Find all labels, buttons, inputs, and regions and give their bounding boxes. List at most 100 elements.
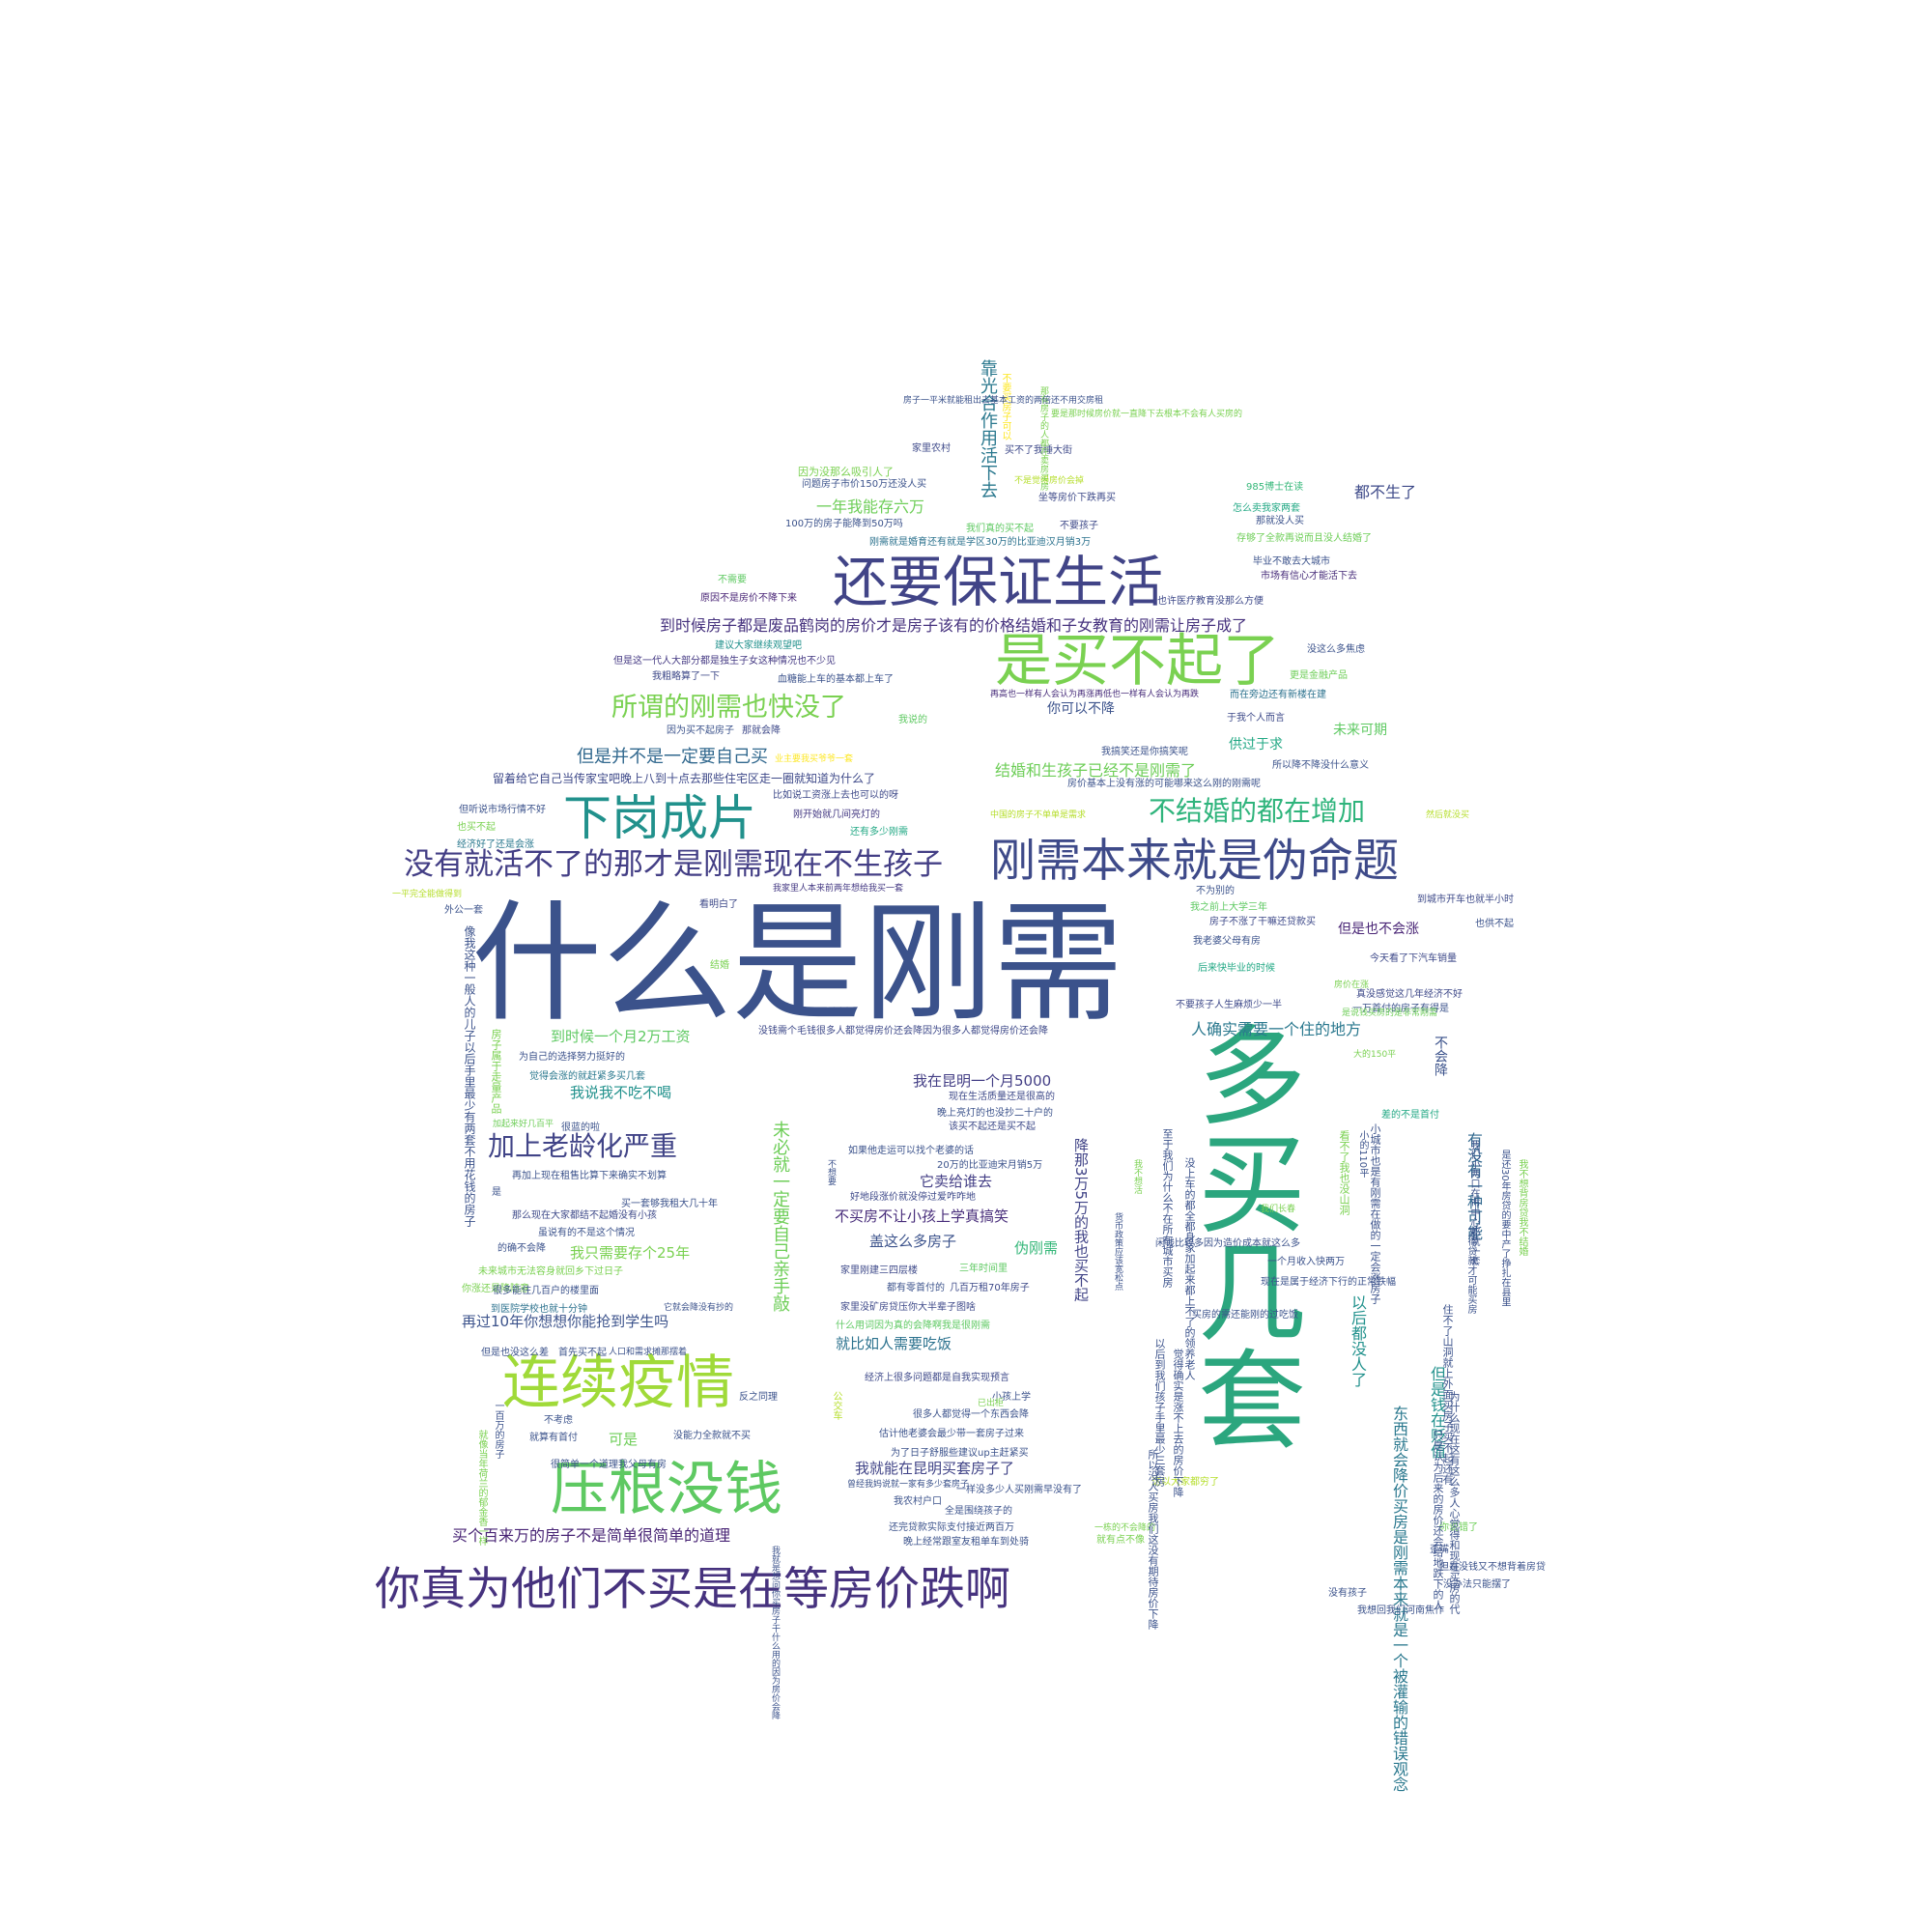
cloud-word: 人确实需要一个住的地方 — [1191, 1020, 1362, 1038]
cloud-word: 因为没那么吸引人了 — [798, 466, 894, 478]
cloud-word: 没钱需个毛钱很多人都觉得房价还会降因为很多人都觉得房价还会降 — [758, 1026, 1048, 1037]
cloud-word: 看不了我也没山洞 — [1338, 1130, 1350, 1215]
cloud-word: 存够了全款再说而且没人结婚了 — [1236, 533, 1372, 544]
cloud-word: 到时候房子都是废品鹤岗的房价才是房子该有的价格结婚和子女教育的刚需让房子成了 — [660, 616, 1248, 635]
cloud-word: 就比如人需要吃饭 — [836, 1335, 952, 1352]
cloud-word: 不要孩子 — [1060, 521, 1098, 531]
cloud-word: 一平完全能做得到 — [392, 890, 463, 899]
cloud-word: 所以没人买房我们这没有期待房价下降 — [1147, 1449, 1159, 1630]
cloud-word: 也买不起 — [457, 822, 496, 833]
cloud-word: 首先买不起 — [558, 1348, 607, 1358]
cloud-word: 再加上现在租售比算下来确实不划算 — [512, 1171, 667, 1181]
cloud-word: 全是围绕孩子的 — [945, 1506, 1012, 1517]
cloud-word: 也供不起 — [1475, 919, 1514, 929]
cloud-word: 就算有首付 — [529, 1433, 578, 1443]
cloud-word: 不需要 — [718, 575, 747, 585]
cloud-word: 没能力全款就不买 — [673, 1431, 751, 1441]
cloud-word: 房价基本上没有涨的可能哪来这么刚的刚需呢 — [1067, 779, 1261, 789]
cloud-word: 我不想活 — [1132, 1159, 1142, 1194]
cloud-word: 现在生活质量还是很高的 — [949, 1092, 1055, 1102]
cloud-word: 就像当年荷兰的郁金香一样 — [476, 1430, 487, 1546]
cloud-word: 我之前上大学三年 — [1190, 902, 1267, 913]
cloud-word: 一栋的不会降的 — [1094, 1523, 1156, 1533]
cloud-word: 经济好了还是会涨 — [457, 839, 534, 850]
cloud-word: 我就能在昆明买套房子了 — [855, 1460, 1015, 1477]
cloud-word: 不会降 — [1433, 1036, 1448, 1076]
cloud-word: 市场有信心才能活下去 — [1261, 571, 1357, 582]
cloud-word: 未来城市无法容身就回乡下过日子 — [478, 1266, 623, 1277]
cloud-word: 但是也不会涨 — [1338, 922, 1419, 937]
cloud-word: 没这么多焦虑 — [1307, 644, 1365, 655]
cloud-word: 已出柜 — [978, 1399, 1005, 1408]
cloud-word: 买个百来万的房子不是简单很简单的道理 — [452, 1526, 731, 1545]
cloud-word: 不考虑 — [544, 1415, 573, 1426]
cloud-word: 可是 — [609, 1431, 639, 1448]
cloud-word: 买一套够我租大几十年 — [621, 1199, 718, 1209]
cloud-word: 家里没矿房贷压你大半辈子图啥 — [840, 1302, 976, 1313]
cloud-word: 盖这么多房子 — [869, 1233, 957, 1250]
cloud-word: 但是也没这么差 — [481, 1348, 549, 1358]
cloud-word: 但是没钱又不想背着房贷 — [1439, 1562, 1546, 1573]
cloud-word: 很简单一个道理我父母有房 — [551, 1460, 667, 1470]
cloud-word: 是买不起了 — [995, 627, 1281, 694]
cloud-word: 晚上亮灯的也没抄二十户的 — [937, 1108, 1053, 1119]
cloud-word: 所谓的刚需也快没了 — [611, 693, 846, 723]
cloud-word: 反之同理 — [739, 1392, 778, 1403]
cloud-word: 到城市开车也就半小时 — [1417, 895, 1514, 905]
cloud-word: 公交车 — [831, 1391, 841, 1420]
cloud-word: 人口和需求摊那摆着 — [609, 1348, 688, 1357]
cloud-word: 小的110平 — [1357, 1130, 1368, 1179]
cloud-word: 以后都没人了 — [1349, 1294, 1367, 1387]
cloud-word: 我搞笑还是你搞笑呢 — [1101, 747, 1188, 757]
cloud-word: 真没感觉这几年经济不好 — [1356, 989, 1463, 1000]
cloud-word: 降那3万5万的我也买不起 — [1072, 1138, 1090, 1302]
cloud-word: 没办法只能摆了 — [1443, 1579, 1511, 1590]
cloud-word: 买房的需还能刚的过吃饭 — [1192, 1310, 1298, 1321]
cloud-word: 如果他走运可以找个老婆的话 — [848, 1146, 974, 1156]
cloud-word: 这以大家都穷了 — [1151, 1477, 1219, 1488]
cloud-word: 不买房不让小孩上学真搞笑 — [835, 1208, 1009, 1225]
cloud-word: 很蓝的啦 — [561, 1122, 600, 1133]
cloud-word: 一年我能存六万 — [816, 497, 925, 516]
cloud-word: 靠光合作用活下去 — [978, 359, 998, 498]
cloud-word: 不要买房子可以 — [1000, 373, 1010, 440]
cloud-word: 我说的 — [898, 715, 927, 725]
cloud-word: 什么是刚需 — [471, 888, 1123, 1039]
cloud-word: 但听说市场行情不好 — [459, 805, 546, 815]
cloud-word: 买不了我睡大街 — [1005, 445, 1072, 456]
cloud-word: 刚需就是婚育还有就是学区30万的比亚迪汉月销3万 — [869, 537, 1092, 548]
cloud-word: 不想要 — [826, 1159, 836, 1185]
cloud-word: 那么现在大家都结不起婚没有小孩 — [512, 1210, 657, 1221]
cloud-word: 它卖给谁去 — [920, 1173, 993, 1190]
cloud-word: 都有零首付的 — [887, 1283, 945, 1293]
cloud-word: 毕业不敢去大城市 — [1253, 556, 1330, 567]
cloud-word: 估计他老婆会最少带一套房子过来 — [879, 1429, 1024, 1439]
cloud-word: 是还30年房贷的要中产了挣扎在县里 — [1499, 1150, 1510, 1307]
cloud-word: 房子不涨了干嘛还贷款买 — [1209, 917, 1316, 927]
cloud-word: 经济上很多问题都是自我实现预言 — [865, 1373, 1009, 1383]
cloud-word: 刚需本来就是伪命题 — [990, 835, 1399, 888]
cloud-word: 加起来好几百平 — [493, 1120, 554, 1129]
cloud-word: 有没有一种可能 — [1464, 1132, 1483, 1240]
cloud-word: 问题房子市价150万还没人买 — [802, 479, 927, 490]
cloud-word: 我们小两口在市中心那就一套 — [1468, 1140, 1479, 1265]
cloud-word: 未来可期 — [1333, 723, 1387, 738]
cloud-word: 不是觉得房价会掉 — [1014, 476, 1085, 486]
cloud-word: 但是这一代人大部分都是独生子女这种情况也不少见 — [613, 656, 836, 667]
cloud-word: 985博士在读 — [1246, 482, 1304, 493]
cloud-word: 那就没人买 — [1256, 516, 1304, 526]
cloud-word: 货币政策应该宽松点 — [1113, 1212, 1122, 1291]
cloud-word: 但是并不是一定要自己买 — [577, 747, 768, 767]
cloud-word: 再高也一样有人会认为再涨再低也一样有人会认为再跌 — [990, 690, 1200, 699]
cloud-word: 虽说有的不是这个情况 — [538, 1228, 635, 1238]
cloud-word: 好地段涨价就没停过爱咋咋地 — [850, 1192, 976, 1203]
cloud-word: 刚开始就几间亮灯的 — [793, 810, 880, 820]
cloud-word: 也许医疗教育没那么方便 — [1157, 596, 1264, 607]
cloud-word: 的确不会降 — [497, 1243, 546, 1254]
cloud-word: 家里刚建三四层楼 — [840, 1265, 918, 1276]
cloud-word: 没上车的都全都身家加起来都上不了的领养老人 — [1183, 1157, 1196, 1380]
cloud-word: 但是钱在贬值 — [1428, 1366, 1446, 1459]
cloud-word: 你真为他们不买是在等房价跌啊 — [375, 1563, 1010, 1616]
cloud-word: 房子一平米就能租出去基本工资的两倍还不用交房租 — [903, 396, 1104, 406]
cloud-word: 我家里人本来前两年想给我买一套 — [773, 884, 904, 894]
